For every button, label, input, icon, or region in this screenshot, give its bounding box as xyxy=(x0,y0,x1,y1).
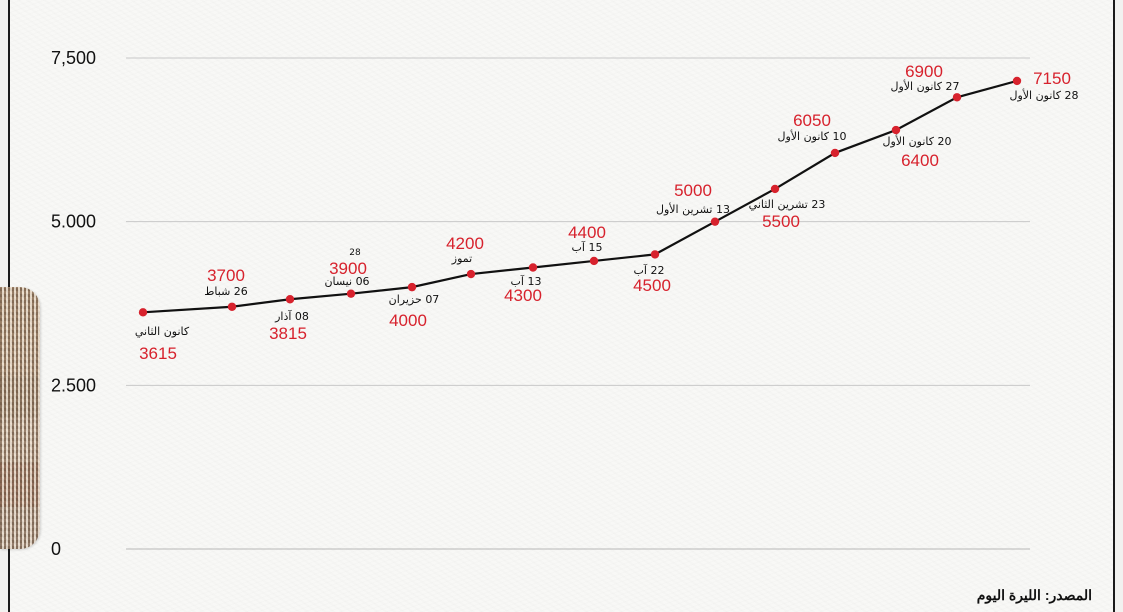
data-point xyxy=(1012,76,1022,86)
y-axis-tick-label: 7,500 xyxy=(51,48,96,68)
y-axis-tick-label: 2.500 xyxy=(51,375,96,395)
data-point xyxy=(466,269,476,279)
data-point xyxy=(650,250,660,259)
date-data-label: كانون الثاني xyxy=(135,325,190,338)
date-data-label: 06 نيسان xyxy=(324,275,369,288)
price-data-label: 4500 xyxy=(633,276,671,295)
price-data-label: 3700 xyxy=(207,266,245,285)
date-data-label: 27 كانون الأول xyxy=(890,79,959,93)
data-point xyxy=(227,302,237,311)
data-point xyxy=(407,282,417,292)
price-points xyxy=(138,76,1022,317)
y-axis-tick-labels: 7,500 5.000 2.500 0 xyxy=(51,48,96,559)
data-point xyxy=(589,256,599,266)
date-data-label: 13 آب xyxy=(511,274,542,288)
data-point xyxy=(710,217,720,226)
date-data-label: 20 كانون الأول xyxy=(882,134,951,148)
data-point xyxy=(952,93,962,102)
price-data-label: 4000 xyxy=(389,311,427,330)
y-axis-tick-label: 0 xyxy=(51,539,61,559)
price-data-label: 6400 xyxy=(901,151,939,170)
price-data-label: 3900 xyxy=(329,259,367,278)
data-point xyxy=(138,308,148,317)
data-point xyxy=(528,263,538,272)
source-note: المصدر: الليرة اليوم xyxy=(976,587,1092,603)
date-data-label: 15 آب xyxy=(572,240,603,254)
date-data-label: تموز xyxy=(451,252,472,265)
price-data-label: 6050 xyxy=(793,111,831,130)
data-point xyxy=(770,184,780,194)
date-data-label: 10 كانون الأول xyxy=(777,129,846,143)
price-series-line xyxy=(142,79,1018,314)
price-data-label: 4200 xyxy=(446,234,484,253)
date-data-label: 13 تشرين الأول xyxy=(656,202,730,216)
date-data-label: 08 آذار xyxy=(274,309,309,323)
chart-canvas xyxy=(8,0,1115,612)
decorative-fabric-image xyxy=(0,287,40,549)
data-point xyxy=(346,289,356,298)
data-point xyxy=(830,148,840,158)
date-data-label: 07 حزيران xyxy=(389,293,440,306)
date-data-label: 22 آب xyxy=(634,263,665,277)
price-data-label: 3615 xyxy=(139,344,177,363)
chart-gridlines xyxy=(126,57,1030,550)
date-data-label: 26 شباط xyxy=(204,285,248,298)
price-data-label: 4300 xyxy=(504,286,542,305)
date-annotation-label: 28 xyxy=(349,248,361,258)
data-point xyxy=(285,295,295,304)
price-data-label: 4400 xyxy=(568,223,606,242)
price-data-label: 5500 xyxy=(762,212,800,231)
date-data-label: 23 تشرين الثاني xyxy=(749,198,826,211)
price-data-label: 3815 xyxy=(269,324,307,343)
price-data-label: 6900 xyxy=(905,62,943,81)
price-data-label: 7150 xyxy=(1033,69,1071,88)
y-axis-tick-label: 5.000 xyxy=(51,212,96,232)
price-data-label: 5000 xyxy=(674,181,712,200)
date-data-label: 28 كانون الأول xyxy=(1009,88,1078,102)
data-point xyxy=(891,125,901,135)
